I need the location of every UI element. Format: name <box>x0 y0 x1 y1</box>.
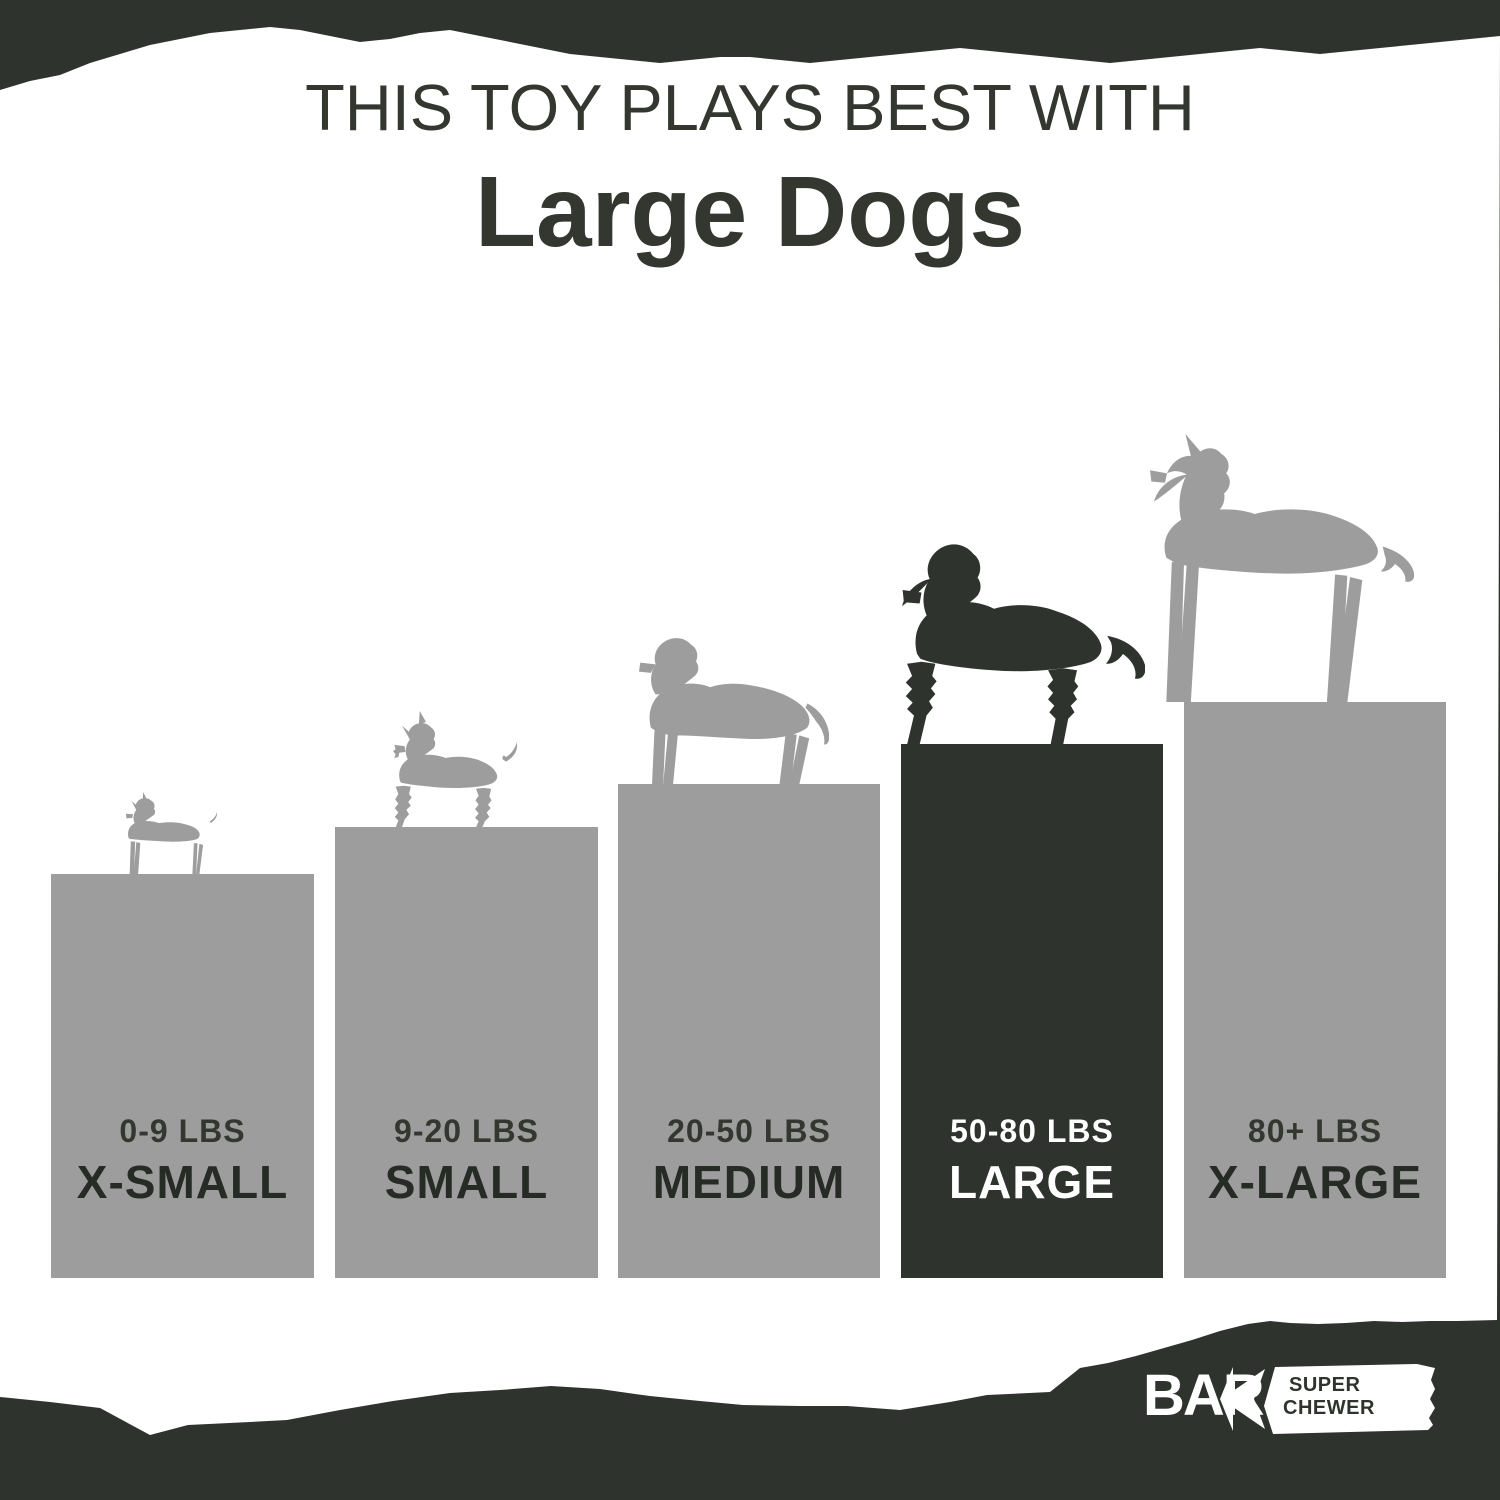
svg-text:SUPER: SUPER <box>1289 1374 1360 1396</box>
svg-text:CHEWER: CHEWER <box>1283 1397 1375 1419</box>
